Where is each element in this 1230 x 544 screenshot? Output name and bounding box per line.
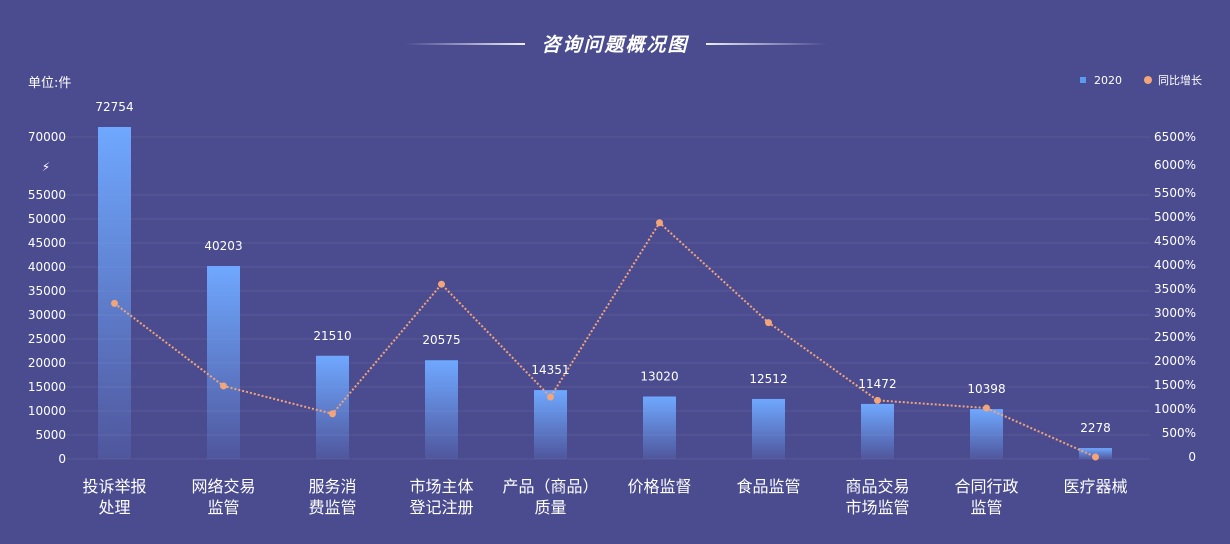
bar-value-label: 11472 [858, 377, 896, 391]
category-label: 质量 [534, 498, 566, 517]
y-right-tick-label: 5000% [1154, 210, 1196, 224]
y-right-tick-label: 6500% [1154, 130, 1196, 144]
growth-point [983, 404, 990, 412]
y-left-tick-label: 40000 [28, 260, 66, 274]
legend-label-growth: 同比增长 [1158, 74, 1202, 87]
bar-value-label: 20575 [422, 333, 460, 347]
legend-item-line[interactable]: 同比增长 [1144, 72, 1202, 88]
y-right-tick-label: 6000% [1154, 158, 1196, 172]
growth-point [874, 396, 881, 404]
growth-point [765, 319, 772, 327]
y-right-tick-label: 4000% [1154, 258, 1196, 272]
category-label: 监管 [207, 498, 239, 517]
growth-point [220, 382, 227, 390]
growth-point [656, 219, 663, 227]
growth-point [329, 410, 336, 418]
y-right-tick-label: 0 [1188, 450, 1196, 464]
category-label: 登记注册 [409, 498, 473, 517]
y-left-tick-label: 30000 [28, 308, 66, 322]
growth-point [1092, 453, 1099, 461]
y-left-tick-label: 25000 [28, 332, 66, 346]
bar [861, 403, 894, 459]
category-label: 市场主体 [409, 477, 473, 496]
bar-value-label: 40203 [204, 239, 242, 253]
bar [207, 266, 240, 459]
chart-title-area: 咨询问题概况图 [0, 24, 1230, 64]
category-label: 处理 [98, 498, 130, 517]
growth-point [547, 393, 554, 401]
chart-title: 咨询问题概况图 [541, 34, 689, 56]
legend-label-2020: 2020 [1094, 73, 1122, 87]
y-left-tick-label: 50000 [28, 212, 66, 226]
bar-value-label: 13020 [640, 370, 678, 384]
y-left-tick-label: 15000 [28, 380, 66, 394]
axis-break-icon: ⚡ [42, 160, 50, 174]
y-right-tick-label: 1000% [1154, 402, 1196, 416]
bar-value-label: 72754 [95, 100, 133, 114]
y-left-tick-label: 70000 [28, 130, 66, 144]
y-right-tick-label: 3000% [1154, 306, 1196, 320]
bar [534, 390, 567, 459]
y-right-tick-label: 5500% [1154, 186, 1196, 200]
y-left-tick-label: 35000 [28, 284, 66, 298]
title-decoration-left [405, 43, 525, 45]
category-label: 市场监管 [845, 498, 909, 517]
y-left-tick-label: 0 [58, 452, 66, 466]
bar-value-label: 14351 [531, 363, 569, 377]
category-label: 服务消 [308, 477, 356, 496]
y-right-tick-label: 4500% [1154, 234, 1196, 248]
y-right-tick-label: 500% [1162, 426, 1196, 440]
y-left-tick-label: 45000 [28, 236, 66, 250]
growth-line [113, 221, 1096, 458]
bar-value-label: 10398 [967, 382, 1005, 396]
bar [970, 409, 1003, 459]
y-right-tick-label: 1500% [1154, 378, 1196, 392]
bar [752, 398, 785, 459]
y-left-tick-label: 55000 [28, 188, 66, 202]
category-label: 投诉举报 [82, 477, 146, 496]
bar [643, 396, 676, 459]
y-right-tick-label: 3500% [1154, 282, 1196, 296]
title-decoration-right [706, 43, 826, 45]
growth-point [438, 280, 445, 288]
legend-line-swatch [1144, 76, 1152, 84]
y-right-tick-label: 2000% [1154, 354, 1196, 368]
y-left-tick-label: 10000 [28, 404, 66, 418]
category-label: 合同行政 [954, 477, 1018, 496]
legend-item-bar[interactable]: 2020 [1080, 74, 1122, 87]
bar-value-label: 21510 [313, 329, 351, 343]
bar [425, 360, 458, 459]
category-label: 商品交易 [845, 477, 909, 496]
unit-label: 单位:件 [28, 76, 72, 91]
bar-value-label: 2278 [1080, 421, 1111, 435]
legend-bar-swatch [1080, 77, 1086, 83]
category-label: 产品（商品） [502, 477, 598, 496]
bar [316, 355, 349, 459]
category-label: 医疗器械 [1063, 477, 1127, 496]
bar-value-label: 12512 [749, 372, 787, 386]
category-label: 费监管 [308, 498, 356, 517]
y-right-tick-label: 2500% [1154, 330, 1196, 344]
legend: 2020 同比增长 [1058, 72, 1202, 88]
y-left-tick-label: 5000 [35, 428, 66, 442]
y-left-tick-label: 20000 [28, 356, 66, 370]
category-label: 监管 [970, 498, 1002, 517]
category-label: 网络交易 [191, 477, 255, 496]
category-label: 食品监管 [736, 477, 800, 496]
bar [98, 127, 131, 459]
category-label: 价格监督 [627, 477, 691, 496]
growth-point [111, 299, 118, 307]
